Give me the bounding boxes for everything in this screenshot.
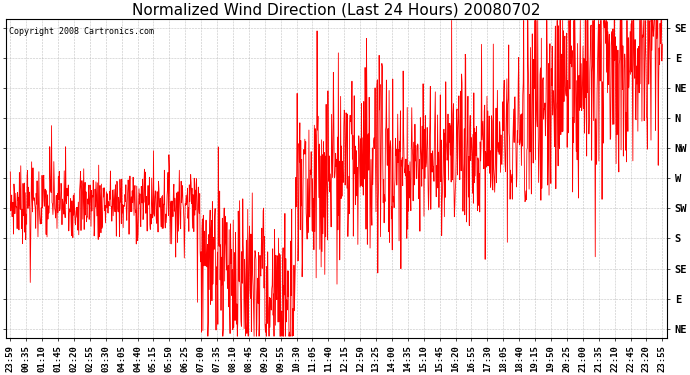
Text: Copyright 2008 Cartronics.com: Copyright 2008 Cartronics.com (9, 27, 154, 36)
Title: Normalized Wind Direction (Last 24 Hours) 20080702: Normalized Wind Direction (Last 24 Hours… (132, 3, 540, 18)
